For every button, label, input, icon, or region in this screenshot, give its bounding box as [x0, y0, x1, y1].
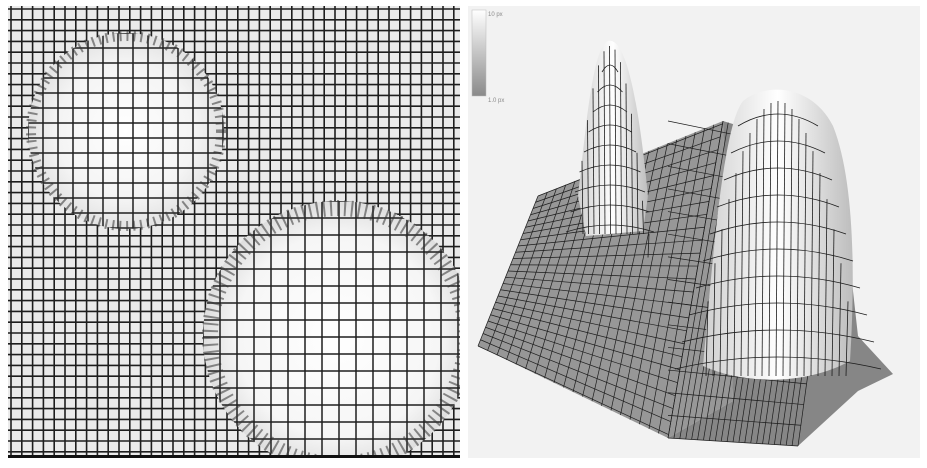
scale-bar: 10 px 1.0 px — [472, 10, 504, 104]
scale-bar-top-label: 10 px — [488, 12, 503, 18]
surface-plot-panel: 10 px 1.0 px — [468, 6, 920, 458]
wireframe-surface-image: 10 px 1.0 px — [468, 6, 920, 458]
distorted-grid-panel — [8, 6, 460, 458]
distorted-grid-image — [8, 6, 460, 455]
scale-bar-bottom-label: 1.0 px — [488, 98, 504, 104]
distortion-circle-lower-right — [203, 201, 460, 455]
distortion-circle-upper-left — [28, 33, 224, 229]
